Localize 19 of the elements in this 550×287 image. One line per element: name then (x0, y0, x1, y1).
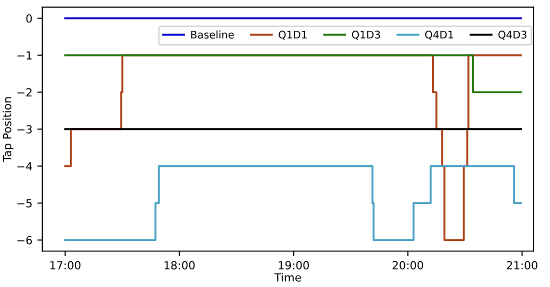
y-tick-label: −4 (17, 162, 32, 170)
y-tick-label: 0 (26, 14, 32, 23)
legend-label: Q1D3 (352, 30, 380, 40)
legend-label: Baseline (191, 30, 234, 39)
x-tick-label: 21:00 (506, 261, 538, 270)
y-tick-label: −5 (17, 199, 32, 208)
y-tick-label: −3 (17, 125, 32, 134)
y-tick-label: −6 (17, 236, 32, 244)
y-tick-label: −2 (17, 88, 32, 96)
legend-label: Q4D1 (425, 30, 454, 40)
x-tick-label: 17:00 (50, 261, 80, 270)
x-tick-label: 18:00 (164, 261, 195, 270)
y-tick-label: −1 (17, 51, 32, 60)
x-tick-label: 19:00 (278, 261, 309, 270)
x-tick-label: 20:00 (392, 261, 424, 270)
legend-label: Q1D1 (278, 30, 307, 40)
y-axis-title: Tap Position (2, 97, 14, 162)
x-axis-title: Time (274, 272, 301, 282)
legend-label: Q4D3 (498, 30, 526, 40)
